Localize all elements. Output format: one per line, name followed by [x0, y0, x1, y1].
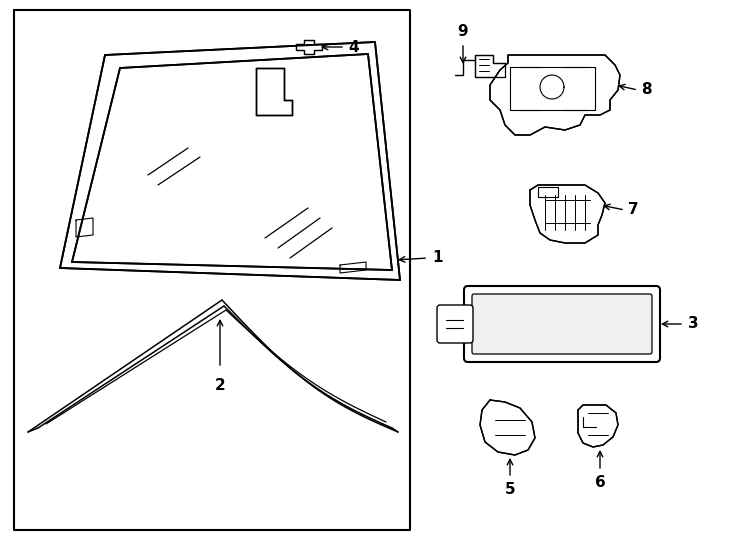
Polygon shape	[72, 54, 392, 270]
Polygon shape	[475, 55, 505, 77]
FancyBboxPatch shape	[464, 286, 660, 362]
Polygon shape	[578, 405, 618, 447]
Polygon shape	[490, 55, 620, 135]
Polygon shape	[480, 400, 535, 455]
Text: 1: 1	[432, 251, 443, 266]
Polygon shape	[256, 68, 292, 115]
Polygon shape	[530, 185, 605, 243]
Text: 7: 7	[628, 202, 639, 218]
Text: 5: 5	[505, 482, 515, 497]
Text: 2: 2	[214, 378, 225, 393]
Polygon shape	[296, 40, 322, 54]
Text: 3: 3	[688, 316, 699, 332]
Text: 4: 4	[348, 39, 359, 55]
FancyBboxPatch shape	[437, 305, 473, 343]
FancyBboxPatch shape	[472, 294, 652, 354]
Text: 8: 8	[641, 83, 652, 98]
Text: 9: 9	[458, 24, 468, 39]
Text: 6: 6	[595, 475, 606, 490]
Polygon shape	[60, 42, 400, 280]
